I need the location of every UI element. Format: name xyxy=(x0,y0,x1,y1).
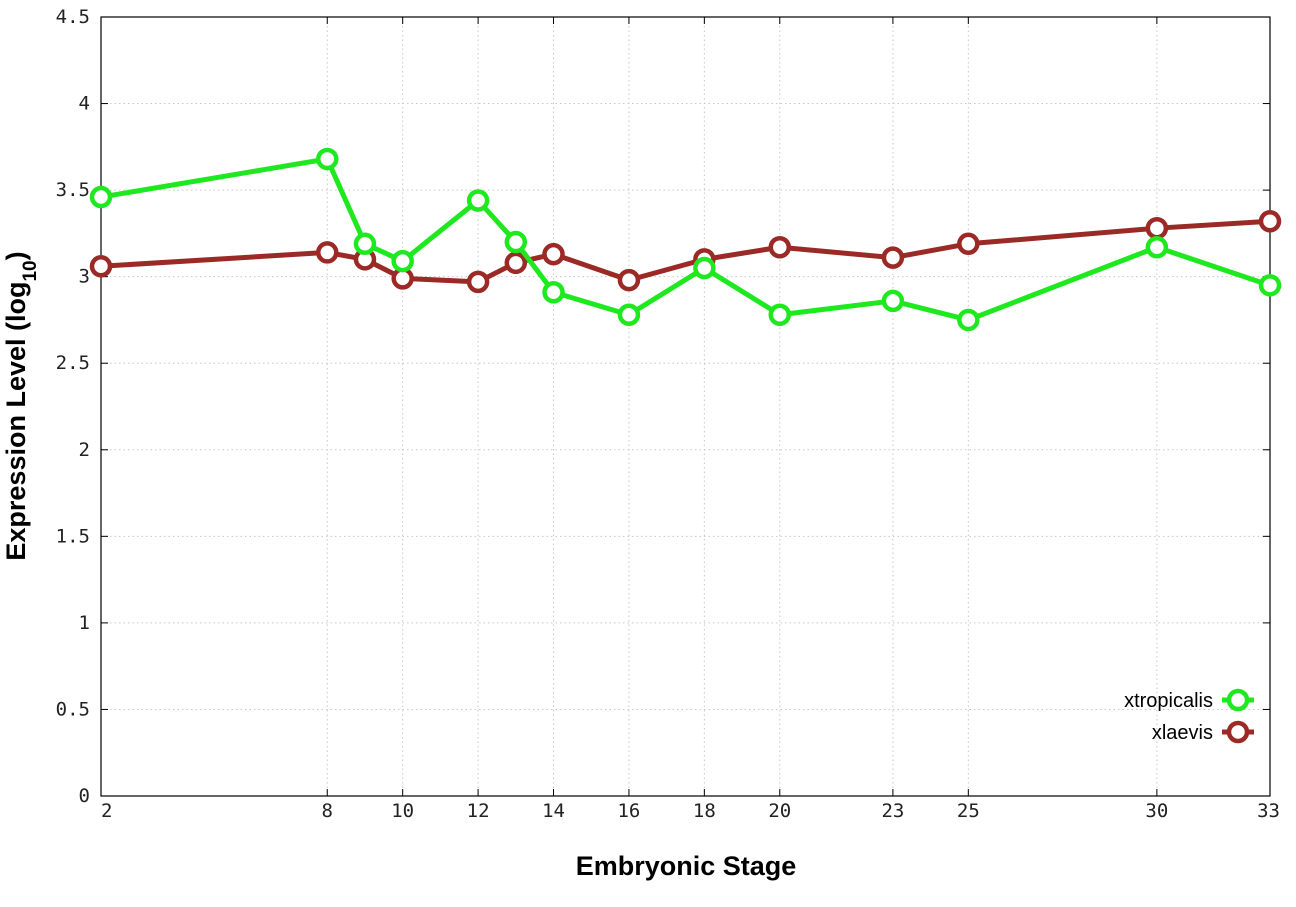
data-point-xtropicalis xyxy=(957,308,980,332)
x-tick-label: 30 xyxy=(1145,800,1168,822)
legend-item-xlaevis: xlaevis xyxy=(1152,720,1254,744)
x-tick-label: 8 xyxy=(322,800,333,822)
y-tick-label: 4.5 xyxy=(56,6,90,28)
data-point-xtropicalis xyxy=(881,289,905,313)
x-tick-label: 20 xyxy=(768,800,791,822)
x-tick-label: 2 xyxy=(101,800,112,822)
data-point-xtropicalis xyxy=(1145,235,1169,259)
series-line-xtropicalis xyxy=(100,156,1271,323)
data-point-xlaevis xyxy=(504,251,528,275)
data-point-xlaevis xyxy=(316,241,339,264)
x-axis-tick-labels: 2 8 10 12 14 16 18 20 23 25 30 33 xyxy=(101,800,1280,822)
data-point-xlaevis xyxy=(89,255,113,278)
data-point-xlaevis xyxy=(466,270,490,294)
data-point-xtropicalis xyxy=(768,303,792,327)
x-tick-label: 10 xyxy=(391,800,414,822)
y-tick-label: 0 xyxy=(79,785,90,807)
legend: xtropicalis xlaevis xyxy=(1124,688,1254,744)
data-point-xtropicalis xyxy=(316,147,339,171)
y-tick-label: 2.5 xyxy=(56,352,90,374)
legend-label: xlaevis xyxy=(1152,722,1213,744)
y-tick-label: 4 xyxy=(79,93,90,115)
y-tick-label: 1 xyxy=(79,612,90,634)
x-tick-label: 16 xyxy=(617,800,640,822)
x-tick-label: 14 xyxy=(542,800,565,822)
x-tick-label: 18 xyxy=(693,800,716,822)
data-point-xtropicalis xyxy=(542,280,565,304)
x-tick-label: 23 xyxy=(881,800,904,822)
data-point-xtropicalis xyxy=(504,230,528,254)
x-tick-label: 25 xyxy=(957,800,980,822)
x-axis-title: Embryonic Stage xyxy=(576,851,797,881)
grid-lines xyxy=(101,17,1270,796)
series-xtropicalis xyxy=(89,147,1282,332)
data-point-xtropicalis xyxy=(693,256,716,280)
data-point-xtropicalis xyxy=(89,185,113,209)
data-point-xlaevis xyxy=(768,235,792,259)
y-axis-title-close: ) xyxy=(1,251,31,260)
data-point-xtropicalis xyxy=(353,232,377,256)
x-tick-label: 12 xyxy=(467,800,490,822)
y-tick-label: 3.5 xyxy=(56,179,90,201)
legend-swatch-marker xyxy=(1226,688,1250,712)
data-point-xtropicalis xyxy=(617,303,641,327)
y-axis-title-main: Expression Level (log xyxy=(1,282,31,561)
legend-item-xtropicalis: xtropicalis xyxy=(1124,688,1254,712)
y-tick-label: 0.5 xyxy=(56,698,90,720)
legend-swatch-marker xyxy=(1226,720,1250,744)
data-point-xlaevis xyxy=(881,246,905,269)
y-tick-label: 2 xyxy=(79,439,90,461)
plot-frame xyxy=(100,16,1271,797)
x-tick-label: 33 xyxy=(1257,800,1280,822)
y-tick-label: 3 xyxy=(79,266,90,288)
data-point-xtropicalis xyxy=(1258,274,1282,297)
data-point-xtropicalis xyxy=(391,249,414,273)
series-layer xyxy=(89,147,1282,332)
legend-label: xtropicalis xyxy=(1124,690,1213,712)
y-axis-tick-labels: 0 0.5 1 1.5 2 2.5 3 3.5 4 4.5 xyxy=(56,6,90,807)
data-point-xlaevis xyxy=(1145,216,1169,240)
y-tick-label: 1.5 xyxy=(56,525,90,547)
series-xlaevis xyxy=(89,210,1282,294)
data-point-xlaevis xyxy=(1258,210,1282,233)
data-point-xlaevis xyxy=(542,242,565,266)
y-axis-title-subscript: 10 xyxy=(20,260,41,281)
data-point-xlaevis xyxy=(617,268,641,292)
data-point-xlaevis xyxy=(957,232,980,256)
y-axis-title: Expression Level (log10) xyxy=(1,251,41,560)
axis-ticks xyxy=(100,16,1271,797)
data-point-xtropicalis xyxy=(466,189,490,212)
